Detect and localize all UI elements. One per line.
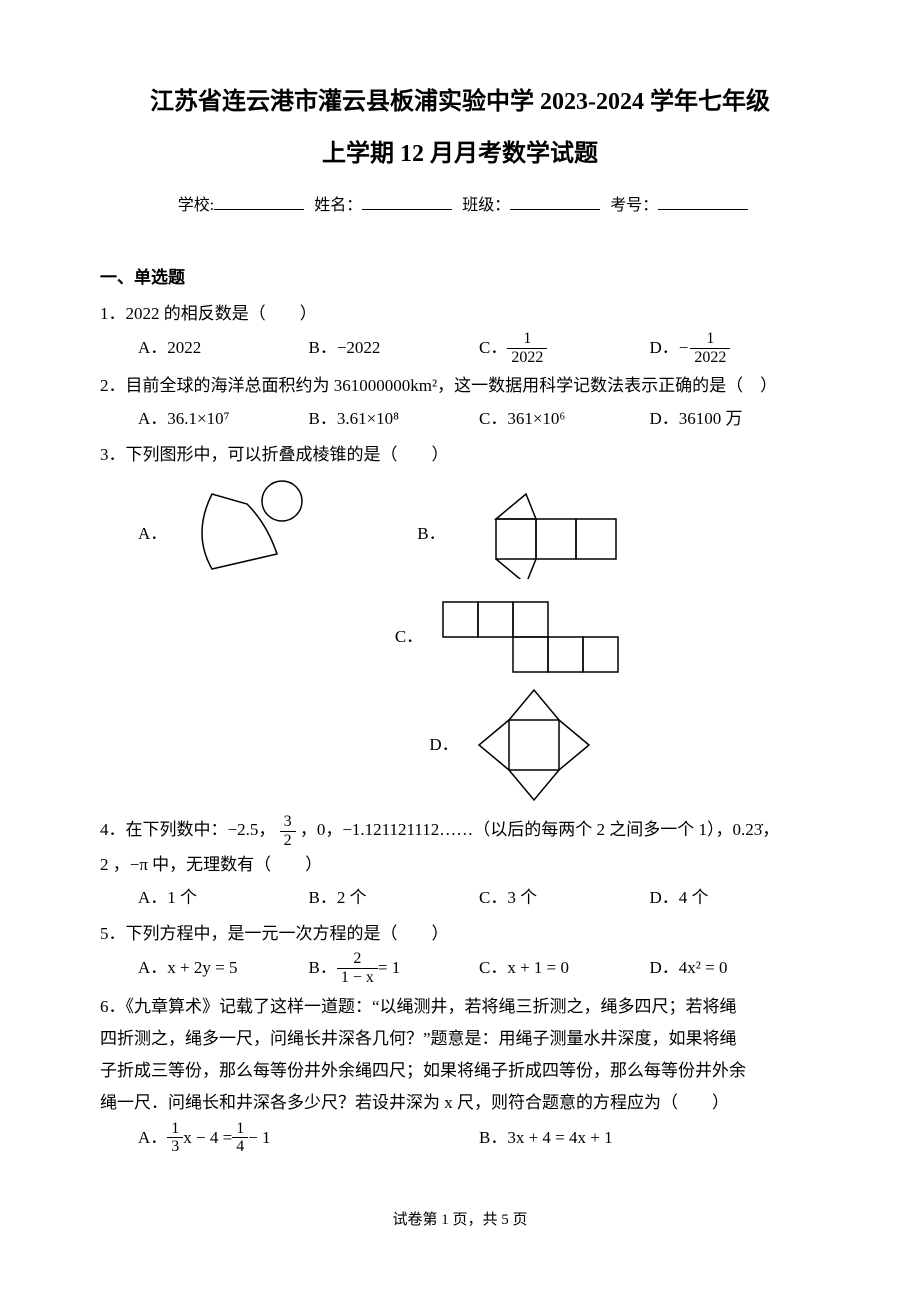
question-6: 6．《九章算术》记载了这样一道题：“以绳测井，若将绳三折测之，绳多四尺；若将绳 … (100, 991, 820, 1156)
q3-c-label: C． (395, 621, 423, 653)
title-line-1: 江苏省连云港市灌云县板浦实验中学 2023-2024 学年七年级 (100, 80, 820, 126)
q4-opt-d: D．4 个 (650, 882, 821, 914)
q6-opt-b: B．3x + 4 = 4x + 1 (479, 1120, 820, 1156)
q1-opt-d: D． − 1 2022 (650, 330, 821, 366)
q6-a-frac2: 1 4 (232, 1120, 248, 1156)
q5-b-num: 2 (337, 950, 378, 969)
q1-c-label: C． (479, 332, 507, 364)
q6-a2-num: 1 (232, 1120, 248, 1139)
q1-d-den: 2022 (690, 349, 730, 367)
q4-frac-den: 2 (280, 832, 296, 850)
q4-opt-b: B．2 个 (309, 882, 480, 914)
q5-text: 5．下列方程中，是一元一次方程的是（ ） (100, 918, 820, 950)
q6-p3: 子折成三等份，那么每等份井外余绳四尺；如果将绳子折成四等份，那么每等份井外余 (100, 1055, 820, 1087)
q2-opt-d: D．36100 万 (650, 403, 821, 435)
q1-d-label: D． (650, 332, 679, 364)
q3-figure-d (469, 685, 599, 805)
question-5: 5．下列方程中，是一元一次方程的是（ ） A．x + 2y = 5 B． 2 1… (100, 918, 820, 986)
q4-frac-num: 3 (280, 813, 296, 832)
question-2: 2．目前全球的海洋总面积约为 361000000km²，这一数据用科学记数法表示… (100, 370, 820, 435)
q4-tail: ， (762, 820, 779, 839)
q1-opt-c: C． 1 2022 (479, 330, 650, 366)
q6-opt-a: A． 1 3 x − 4 = 1 4 − 1 (138, 1120, 479, 1156)
q1-d-num: 1 (690, 330, 730, 349)
q4-fraction: 3 2 (280, 813, 296, 849)
q6-p4: 绳一尺．问绳长和井深各多少尺？若设井深为 x 尺，则符合题意的方程应为（ ） (100, 1087, 820, 1119)
blank-school[interactable] (214, 194, 304, 210)
q5-b-den: 1 − x (337, 969, 378, 987)
q4-line1: 4．在下列数中：−2.5， 3 2 ，0，−1.121121112……（以后的每… (100, 813, 820, 849)
q2-opt-c: C．361×10⁶ (479, 403, 650, 435)
q4-prefix: 4．在下列数中：−2.5， (100, 820, 275, 839)
q1-d-neg: − (679, 332, 689, 364)
q4-line2: 2 ，−π 中，无理数有（ ） (100, 849, 820, 881)
q2-opt-a: A．36.1×10⁷ (138, 403, 309, 435)
q4-opt-a: A．1 个 (138, 882, 309, 914)
q1-d-fraction: 1 2022 (690, 330, 730, 366)
q3-a-label: A． (138, 518, 167, 550)
blank-name[interactable] (362, 194, 452, 210)
q2-opt-b: B．3.61×10⁸ (309, 403, 480, 435)
q5-b-label: B． (309, 952, 337, 984)
section-heading-1: 一、单选题 (100, 262, 820, 294)
question-1: 1．2022 的相反数是（ ） A．2022 B．−2022 C． 1 2022… (100, 298, 820, 366)
label-name: 姓名： (314, 197, 362, 214)
q6-p2: 四折测之，绳多一尺，问绳长井深各几何？”题意是：用绳子测量水井深度，如果将绳 (100, 1023, 820, 1055)
label-examno: 考号： (610, 197, 658, 214)
q1-c-den: 2022 (507, 349, 547, 367)
q3-figure-a (177, 479, 327, 589)
q6-a1-den: 3 (167, 1138, 183, 1156)
q6-a-mid: x − 4 = (183, 1122, 232, 1154)
q6-a1-num: 1 (167, 1120, 183, 1139)
q6-a-label: A． (138, 1122, 167, 1154)
q3-figure-c (433, 597, 633, 677)
q6-p1: 6．《九章算术》记载了这样一道题：“以绳测井，若将绳三折测之，绳多四尺；若将绳 (100, 991, 820, 1023)
q3-figure-b (456, 489, 626, 579)
q1-text: 1．2022 的相反数是（ ） (100, 298, 820, 330)
label-school: 学校: (178, 197, 214, 214)
q1-c-num: 1 (507, 330, 547, 349)
q6-a-tail: − 1 (248, 1122, 270, 1154)
q1-opt-a: A．2022 (138, 330, 309, 366)
page-footer: 试卷第 1 页，共 5 页 (100, 1206, 820, 1235)
blank-examno[interactable] (658, 194, 748, 210)
q3-d-label: D． (429, 729, 458, 761)
q3-b-label: B． (417, 518, 445, 550)
q1-opt-b: B．−2022 (309, 330, 480, 366)
q4-opt-c: C．3 个 (479, 882, 650, 914)
q1-c-fraction: 1 2022 (507, 330, 547, 366)
q5-b-fraction: 2 1 − x (337, 950, 378, 986)
q2-text: 2．目前全球的海洋总面积约为 361000000km²，这一数据用科学记数法表示… (100, 370, 820, 402)
question-3: 3．下列图形中，可以折叠成棱锥的是（ ） A． B． C． (100, 439, 820, 805)
q5-opt-a: A．x + 2y = 5 (138, 950, 309, 986)
q4-mid: ，0，−1.121121112……（以后的每两个 2 之间多一个 1），0.2 (300, 820, 754, 839)
q6-a-frac1: 1 3 (167, 1120, 183, 1156)
q5-opt-c: C．x + 1 = 0 (479, 950, 650, 986)
student-info-blanks: 学校: 姓名： 班级： 考号： (100, 191, 820, 221)
q6-a2-den: 4 (232, 1138, 248, 1156)
title-line-2: 上学期 12 月月考数学试题 (100, 132, 820, 178)
q5-opt-d: D．4x² = 0 (650, 950, 821, 986)
label-class: 班级： (462, 197, 510, 214)
q5-b-tail: = 1 (378, 952, 400, 984)
question-4: 4．在下列数中：−2.5， 3 2 ，0，−1.121121112……（以后的每… (100, 813, 820, 914)
q3-text: 3．下列图形中，可以折叠成棱锥的是（ ） (100, 439, 820, 471)
blank-class[interactable] (510, 194, 600, 210)
q5-opt-b: B． 2 1 − x = 1 (309, 950, 480, 986)
